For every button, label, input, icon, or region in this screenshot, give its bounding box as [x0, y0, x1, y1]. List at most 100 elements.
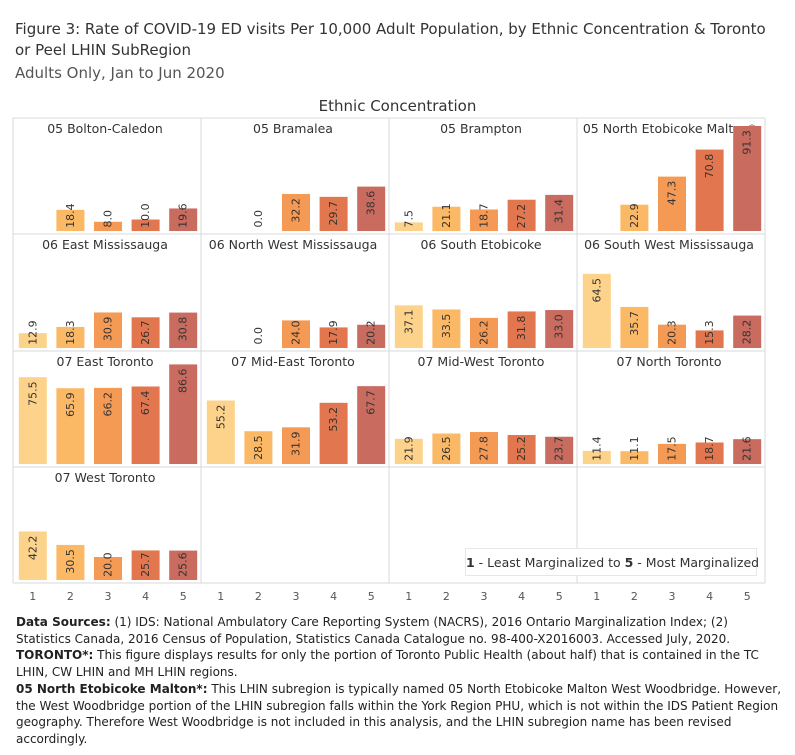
data-label: 65.9: [64, 392, 77, 417]
data-label: 11.1: [628, 436, 641, 461]
data-label: 37.1: [402, 309, 415, 334]
bar: [357, 186, 386, 231]
data-label: 17.9: [327, 320, 340, 345]
bar: [394, 222, 423, 231]
panel-title: 06 South West Mississauga: [584, 237, 754, 252]
bar: [18, 531, 47, 580]
x-tick-label: 2: [67, 590, 74, 603]
data-label: 27.2: [515, 204, 528, 229]
bar: [169, 312, 198, 348]
bar: [620, 451, 649, 464]
data-label: 28.5: [252, 435, 265, 460]
data-label: 29.7: [327, 201, 340, 226]
bar: [282, 320, 310, 348]
x-tick-label: 3: [105, 590, 112, 603]
panel-06-south-etobicoke: 06 South Etobicoke 37.1 33.5 26.2 31.8 33.0: [394, 237, 574, 348]
toronto-note: TORONTO*: This figure displays results f…: [16, 647, 781, 680]
data-label: 20.2: [365, 320, 378, 345]
panel-grid: [12, 117, 766, 584]
x-tick-label: 4: [706, 590, 713, 603]
data-label: 30.8: [177, 317, 190, 342]
bar: [282, 193, 310, 231]
data-label: 12.9: [26, 320, 39, 345]
x-tick-label: 5: [368, 590, 375, 603]
data-label: 28.2: [741, 320, 754, 345]
bar: [695, 149, 724, 231]
bar: [131, 386, 160, 464]
panel-07-west-toronto: 07 West Toronto 42.2 30.5 20.0 25.7 25.6: [18, 470, 198, 580]
bar: [94, 221, 122, 231]
data-label: 15.3: [703, 320, 716, 345]
data-label: 67.4: [139, 391, 152, 416]
data-label: 22.9: [628, 203, 641, 228]
x-tick-label: 3: [293, 590, 300, 603]
panel-07-north-toronto: 07 North Toronto 11.4 11.1 17.5 18.7 21.6: [582, 354, 762, 464]
panel-title: 05 Bramalea: [253, 121, 333, 136]
data-label: 31.8: [515, 316, 528, 341]
panel-07-east-toronto: 07 East Toronto 75.5 65.9 66.2 67.4 86.6: [18, 354, 198, 464]
bar: [582, 273, 611, 348]
bar: [620, 204, 649, 231]
bar: [658, 176, 686, 231]
data-label: 26.5: [440, 436, 453, 461]
bar: [545, 310, 574, 348]
bar: [94, 387, 122, 464]
bar: [733, 126, 762, 231]
bar: [507, 199, 536, 231]
malton-note: 05 North Etobicoke Malton*: This LHIN su…: [16, 681, 781, 748]
bar: [545, 194, 574, 231]
panel-07-mid-east-toronto: 07 Mid-East Toronto 55.2 28.5 31.9 53.2 67.7: [206, 354, 386, 464]
data-label: 8.0: [102, 210, 115, 228]
bar: [131, 317, 160, 348]
bar: [319, 402, 348, 464]
panel-title: 07 Mid-East Toronto: [231, 354, 355, 369]
panel-title: 05 Brampton: [440, 121, 522, 136]
panel-title: 06 South Etobicoke: [420, 237, 541, 252]
bar: [18, 377, 47, 464]
data-label: 25.2: [515, 436, 528, 461]
figure-title: Figure 3: Rate of COVID-19 ED visits Per…: [15, 20, 766, 59]
data-label: 70.8: [703, 154, 716, 179]
data-label: 24.0: [290, 320, 303, 345]
data-label: 66.2: [102, 392, 115, 417]
bar: [244, 431, 273, 464]
bar: [470, 209, 498, 231]
bar: [357, 324, 386, 348]
data-sources-note: Data Sources: (1) IDS: National Ambulato…: [16, 614, 781, 647]
x-axis: 1 2 3 4 5 1 2 3 4 5 1 2 3 4 5 1 2 3 4 5: [29, 590, 750, 603]
x-tick-label: 4: [142, 590, 149, 603]
toronto-label: TORONTO*:: [16, 648, 94, 663]
data-label: 0.0: [252, 210, 265, 228]
x-tick-label: 2: [443, 590, 450, 603]
panel-title: 06 North West Mississauga: [209, 237, 377, 252]
panel-title: 06 East Mississauga: [42, 237, 168, 252]
x-tick-label: 1: [217, 590, 224, 603]
data-label: 53.2: [327, 407, 340, 432]
data-label: 25.6: [177, 552, 190, 577]
bar: [94, 312, 122, 348]
data-sources-label: Data Sources:: [16, 615, 111, 629]
panel-05-north-etobicoke-malton: 05 North Etobicoke Malton* 22.9 47.3 70.8 91…: [583, 121, 762, 231]
data-label: 18.7: [703, 436, 716, 461]
bar: [733, 439, 762, 464]
x-tick-label: 1: [593, 590, 600, 603]
data-label: 33.5: [440, 314, 453, 339]
data-label: 23.7: [553, 436, 566, 461]
bar: [733, 315, 762, 348]
bar: [695, 330, 724, 348]
x-tick-label: 1: [405, 590, 412, 603]
bar: [169, 364, 198, 464]
x-tick-label: 2: [631, 590, 638, 603]
bar: [357, 386, 386, 464]
bar: [394, 305, 423, 348]
data-label: 31.4: [553, 199, 566, 224]
legend-high-number: 5: [624, 555, 634, 570]
panel-title: 07 West Toronto: [55, 470, 156, 485]
bar: [56, 388, 85, 464]
bar: [282, 427, 310, 464]
data-label: 20.0: [102, 552, 115, 577]
bar: [432, 206, 461, 231]
x-tick-label: 3: [481, 590, 488, 603]
panel-07-mid-west-toronto: 07 Mid-West Toronto 21.9 26.5 27.8 25.2 23.7: [394, 354, 574, 464]
